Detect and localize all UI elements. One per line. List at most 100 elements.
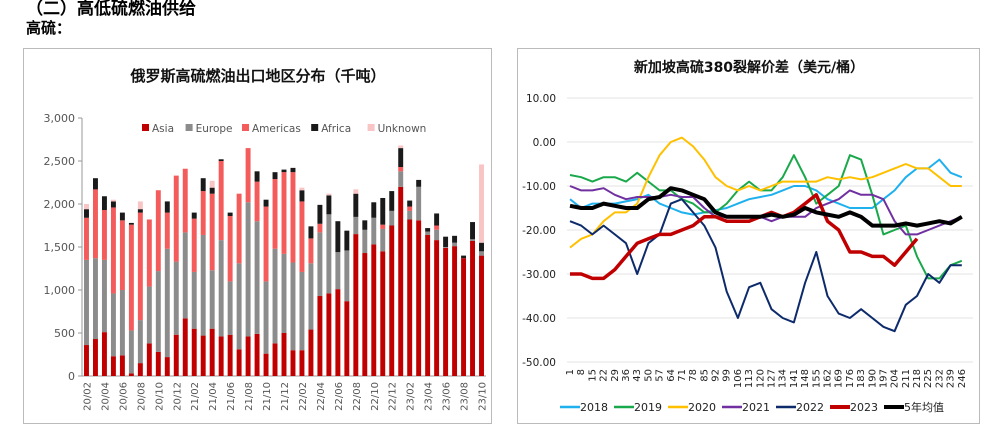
x-tick-label: 218 bbox=[912, 369, 923, 388]
bar-unknown-22/05 bbox=[326, 193, 332, 196]
bar-asia-23/05 bbox=[434, 240, 440, 376]
legend-label: 2019 bbox=[634, 401, 662, 414]
bar-europe-20/03 bbox=[92, 258, 98, 340]
y-tick-label: 2,500 bbox=[44, 155, 76, 168]
bar-americas-22/03 bbox=[308, 238, 314, 264]
bar-americas-20/05 bbox=[110, 207, 116, 294]
x-tick-label: 23/02 bbox=[406, 382, 417, 411]
bar-africa-22/02 bbox=[299, 190, 305, 202]
x-tick-label: 239 bbox=[946, 369, 957, 388]
x-tick-label: 22/02 bbox=[298, 382, 309, 411]
bar-africa-23/05 bbox=[434, 213, 440, 226]
x-tick-label: 197 bbox=[878, 369, 889, 388]
x-tick-label: 127 bbox=[767, 369, 778, 388]
bar-africa-20/04 bbox=[101, 196, 107, 211]
x-tick-label: 99 bbox=[722, 369, 733, 382]
bar-asia-22/04 bbox=[317, 296, 323, 376]
bar-asia-21/12 bbox=[281, 333, 287, 376]
bar-asia-20/04 bbox=[101, 332, 107, 376]
bar-africa-20/06 bbox=[119, 212, 125, 221]
bar-europe-20/05 bbox=[110, 293, 116, 357]
series-line-2023 bbox=[570, 193, 919, 281]
bar-europe-20/08 bbox=[137, 320, 143, 364]
bar-asia-20/05 bbox=[110, 356, 116, 376]
bar-unknown-20/05 bbox=[110, 199, 116, 202]
bar-africa-23/02 bbox=[407, 200, 413, 207]
x-tick-label: 15 bbox=[587, 369, 598, 382]
bar-europe-23/07 bbox=[452, 242, 458, 247]
series-line-2022 bbox=[569, 198, 962, 333]
bar-europe-21/06 bbox=[227, 281, 233, 335]
bar-africa-22/09 bbox=[362, 220, 368, 230]
bar-europe-22/04 bbox=[317, 232, 323, 297]
bar-americas-21/11 bbox=[272, 179, 278, 249]
x-tick-label: 23/10 bbox=[478, 382, 489, 411]
bar-asia-21/11 bbox=[272, 343, 278, 376]
bar-americas-22/01 bbox=[290, 172, 296, 263]
bar-americas-21/12 bbox=[281, 172, 287, 254]
bar-unknown-20/08 bbox=[137, 201, 143, 210]
bar-unknown-23/10 bbox=[479, 164, 484, 243]
bar-americas-20/12 bbox=[173, 175, 179, 262]
x-tick-label: 134 bbox=[778, 369, 789, 388]
x-tick-label: 71 bbox=[677, 369, 688, 382]
bar-africa-22/08 bbox=[353, 193, 359, 217]
bar-asia-23/08 bbox=[461, 258, 467, 376]
x-tick-label: 113 bbox=[744, 369, 755, 388]
x-tick-label: 21/06 bbox=[226, 382, 237, 411]
bar-asia-21/07 bbox=[236, 349, 242, 376]
bar-unknown-23/01 bbox=[398, 145, 404, 149]
bar-africa-21/10 bbox=[263, 199, 269, 207]
bar-asia-23/02 bbox=[407, 219, 413, 376]
bar-africa-22/03 bbox=[308, 226, 314, 239]
bar-asia-21/08 bbox=[245, 336, 251, 376]
x-tick-label: 211 bbox=[901, 369, 912, 388]
bar-asia-22/12 bbox=[389, 225, 395, 376]
bar-asia-23/10 bbox=[479, 255, 484, 376]
bar-africa-23/01 bbox=[398, 148, 404, 168]
bar-americas-23/02 bbox=[407, 206, 413, 211]
bar-asia-20/10 bbox=[155, 351, 161, 376]
bar-europe-23/10 bbox=[479, 251, 484, 256]
bar-asia-23/04 bbox=[425, 234, 431, 376]
x-tick-label: 190 bbox=[867, 369, 878, 388]
x-tick-label: 20/08 bbox=[136, 382, 147, 411]
bar-africa-20/11 bbox=[164, 201, 170, 213]
bar-asia-23/01 bbox=[398, 186, 404, 376]
bar-europe-21/03 bbox=[200, 234, 206, 336]
x-tick-label: 106 bbox=[733, 369, 744, 388]
bar-asia-22/07 bbox=[344, 301, 350, 376]
bar-africa-20/02 bbox=[84, 209, 89, 218]
legend-swatch-europe bbox=[185, 124, 193, 131]
y-tick-label: 3,000 bbox=[44, 112, 76, 125]
bar-europe-23/06 bbox=[443, 247, 449, 248]
bar-europe-20/04 bbox=[101, 259, 107, 333]
y-tick-label: -30.00 bbox=[522, 269, 556, 281]
bar-europe-22/09 bbox=[362, 229, 368, 254]
bar-americas-20/03 bbox=[92, 189, 98, 259]
x-tick-label: 176 bbox=[845, 369, 856, 388]
x-tick-label: 246 bbox=[957, 369, 968, 388]
bar-europe-20/07 bbox=[128, 330, 134, 374]
bar-americas-20/07 bbox=[128, 224, 134, 331]
bar-asia-22/06 bbox=[335, 289, 341, 376]
x-tick-label: 21/12 bbox=[280, 382, 291, 411]
chart-title: 新加坡高硫380裂解价差（美元/桶） bbox=[634, 59, 864, 76]
bar-asia-20/11 bbox=[164, 357, 170, 376]
bar-europe-23/01 bbox=[398, 171, 404, 187]
bar-africa-22/01 bbox=[290, 167, 296, 173]
bar-americas-21/08 bbox=[245, 148, 251, 203]
bar-europe-21/01 bbox=[182, 232, 188, 319]
x-tick-label: 21/08 bbox=[244, 382, 255, 411]
bar-europe-22/07 bbox=[344, 250, 350, 302]
bar-africa-20/07 bbox=[128, 222, 134, 225]
bar-europe-20/02 bbox=[84, 259, 89, 346]
bar-europe-21/10 bbox=[263, 281, 269, 354]
bar-africa-22/12 bbox=[389, 191, 395, 211]
bar-americas-21/04 bbox=[209, 193, 215, 271]
legend-label: Asia bbox=[152, 123, 174, 135]
y-tick-label: -10.00 bbox=[522, 181, 556, 193]
russia-hsfo-export-chart: 俄罗斯高硫燃油出口地区分布（千吨） 0 500 1,000 1,500 2,000 2,5… bbox=[23, 48, 492, 424]
bar-americas-21/09 bbox=[254, 181, 260, 222]
series-line-2019 bbox=[569, 154, 963, 280]
